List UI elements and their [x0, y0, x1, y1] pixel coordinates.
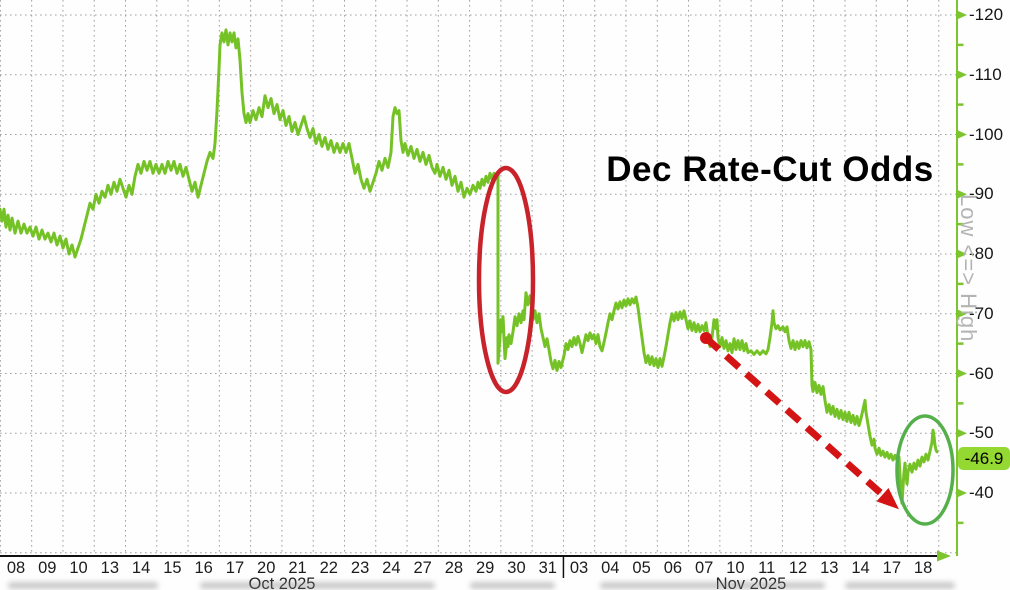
x-tick-label: 10 [726, 559, 745, 577]
month-label-nov: Nov 2025 [715, 575, 787, 590]
odds-line-series [0, 28, 939, 505]
x-tick-label: 13 [820, 559, 839, 577]
y-tick-label: -120 [969, 5, 1004, 24]
x-tick-label: 20 [257, 559, 276, 577]
x-tick-label: 05 [632, 559, 651, 577]
month-label-oct: Oct 2025 [248, 575, 316, 590]
y-tick-label: -50 [969, 423, 994, 443]
y-tick-label: -60 [969, 363, 994, 383]
x-tick-label: 13 [100, 559, 120, 577]
x-tick-label: 29 [476, 559, 495, 577]
redacted-smudge [8, 582, 158, 589]
x-tick-label: 12 [788, 559, 808, 577]
red-ellipse-annotation [476, 165, 536, 395]
y-tick-label: -90 [969, 184, 994, 204]
y-tick-label: -80 [969, 244, 994, 263]
x-tick-label: 07 [694, 559, 714, 577]
x-tick-label: 31 [538, 559, 557, 577]
x-tick-label: 14 [851, 559, 870, 577]
x-tick-label: 03 [569, 559, 589, 577]
x-tick-label: 04 [601, 559, 620, 577]
x-tick-label: 09 [38, 559, 57, 577]
x-tick-label: 23 [350, 559, 370, 577]
redacted-smudge [845, 582, 955, 589]
y-tick-label: -70 [969, 303, 994, 323]
y-tick-label: -40 [969, 483, 994, 502]
y-axis-side-label: Low <=> High [956, 194, 981, 343]
x-tick-label: 10 [69, 559, 88, 577]
x-tick-label: 30 [507, 559, 526, 577]
x-tick-label: 27 [413, 559, 432, 577]
x-tick-label: 11 [758, 559, 776, 577]
chart-title: Dec Rate-Cut Odds [606, 150, 934, 189]
x-tick-label: 15 [163, 559, 182, 577]
redacted-smudge [200, 582, 435, 589]
x-tick-label: 28 [444, 559, 464, 577]
x-tick-label: 06 [663, 559, 683, 577]
redacted-smudge [470, 582, 555, 589]
x-tick-label: 08 [6, 559, 26, 577]
redacted-smudge [600, 582, 825, 589]
x-tick-label: 18 [913, 559, 933, 577]
red-dashed-arrow [703, 335, 887, 499]
x-tick-label: 14 [131, 559, 151, 577]
green-ellipse-annotation [895, 414, 955, 526]
x-tick-label: 21 [288, 559, 307, 577]
x-tick-label: 24 [382, 559, 401, 577]
x-tick-label: 22 [319, 559, 338, 577]
y-tick-label: -110 [969, 64, 1002, 84]
last-value-badge: -46.9 [958, 447, 1010, 470]
y-tick-label: -100 [969, 124, 1004, 144]
x-tick-label: 17 [225, 559, 245, 577]
x-tick-label: 17 [882, 559, 902, 577]
x-tick-label: 16 [194, 559, 213, 577]
